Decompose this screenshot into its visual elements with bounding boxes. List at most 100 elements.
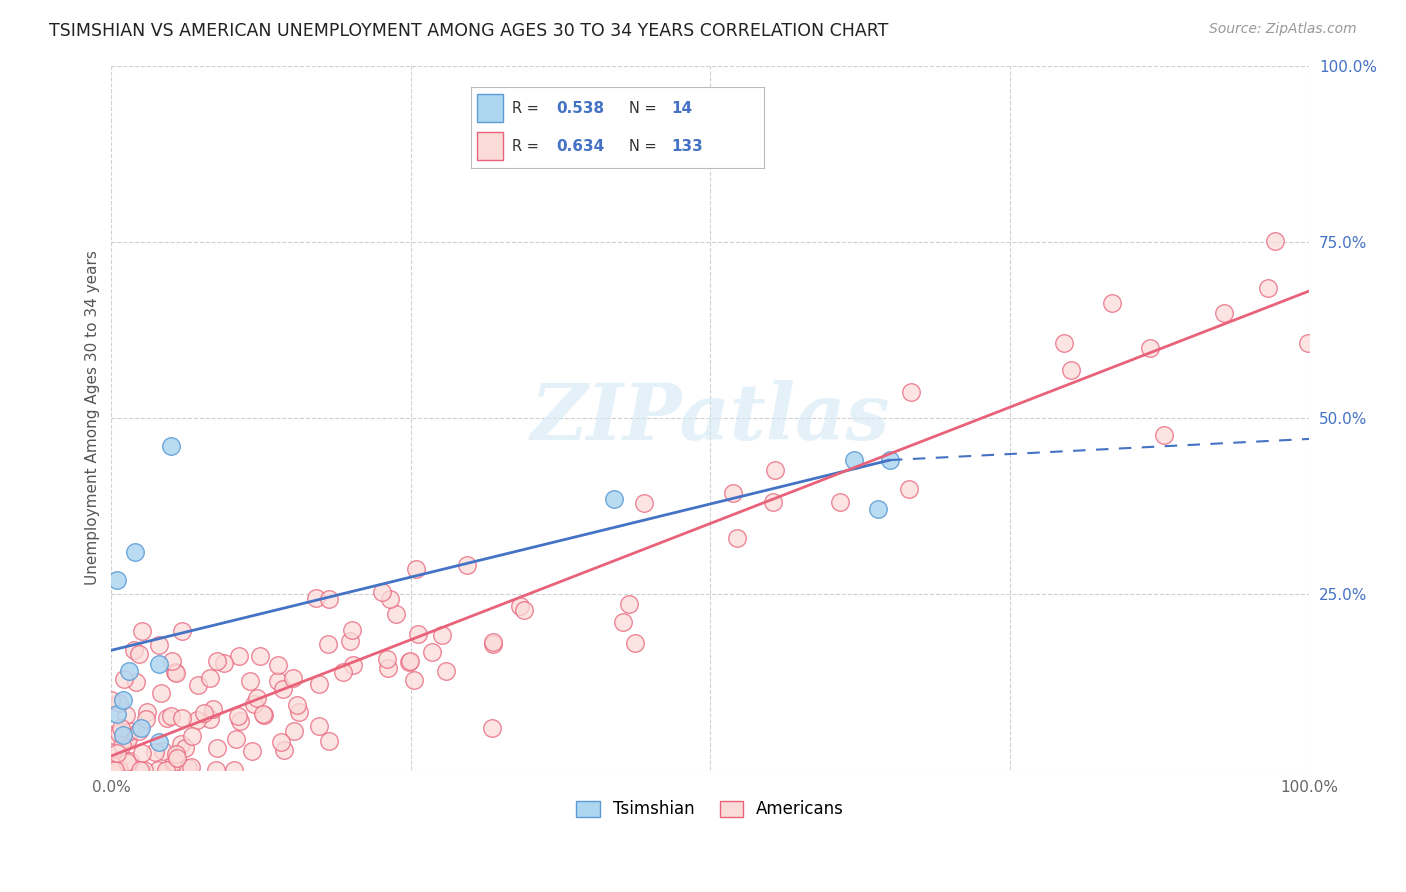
Point: [148, 735, 170, 749]
Text: ZIPatlas: ZIPatlas: [530, 380, 890, 456]
Point: [131, 624, 153, 638]
Point: [229, 714, 252, 728]
Point: [155, 763, 177, 777]
Point: [603, 491, 626, 506]
Y-axis label: Unemployment Among Ages 30 to 34 years: Unemployment Among Ages 30 to 34 years: [86, 251, 100, 585]
Point: [205, 741, 228, 756]
Point: [273, 743, 295, 757]
Point: [156, 763, 179, 777]
Point: [131, 721, 153, 735]
Point: [193, 706, 215, 720]
Point: [406, 627, 429, 641]
Point: [481, 721, 503, 735]
Point: [103, 759, 125, 773]
Point: [612, 615, 634, 629]
Point: [104, 763, 127, 777]
Point: [118, 665, 141, 679]
Point: [186, 713, 208, 727]
Point: [148, 763, 170, 777]
Point: [482, 635, 505, 649]
Point: [619, 597, 641, 611]
Point: [112, 673, 135, 687]
Point: [482, 636, 505, 650]
Point: [160, 709, 183, 723]
Point: [112, 692, 135, 706]
Point: [240, 743, 263, 757]
Point: [135, 705, 157, 719]
Point: [340, 624, 363, 638]
Point: [285, 698, 308, 713]
Point: [266, 674, 288, 689]
Point: [332, 665, 354, 680]
Point: [281, 672, 304, 686]
Point: [342, 658, 364, 673]
Point: [187, 678, 209, 692]
Point: [866, 502, 889, 516]
Point: [398, 654, 420, 668]
Point: [252, 707, 274, 722]
Point: [633, 496, 655, 510]
Point: [1139, 341, 1161, 355]
Point: [398, 655, 420, 669]
Point: [456, 558, 478, 573]
Point: [900, 384, 922, 399]
Point: [305, 591, 328, 605]
Point: [226, 708, 249, 723]
Point: [212, 656, 235, 670]
Point: [249, 649, 271, 664]
Point: [135, 712, 157, 726]
Point: [160, 439, 183, 453]
Point: [108, 696, 131, 710]
Point: [239, 674, 262, 689]
Point: [163, 756, 186, 770]
Point: [371, 585, 394, 599]
Point: [1212, 305, 1234, 319]
Point: [163, 665, 186, 679]
Point: [288, 705, 311, 719]
Point: [150, 686, 173, 700]
Point: [222, 763, 245, 777]
Point: [509, 599, 531, 614]
Point: [765, 462, 787, 476]
Point: [112, 728, 135, 742]
Point: [1153, 427, 1175, 442]
Point: [108, 763, 131, 777]
Point: [201, 702, 224, 716]
Point: [160, 654, 183, 668]
Point: [180, 760, 202, 774]
Point: [128, 647, 150, 661]
Point: [430, 627, 453, 641]
Point: [375, 652, 398, 666]
Point: [623, 636, 645, 650]
Point: [122, 643, 145, 657]
Point: [308, 719, 330, 733]
Point: [207, 654, 229, 668]
Point: [1101, 296, 1123, 310]
Point: [243, 697, 266, 711]
Point: [252, 708, 274, 723]
Point: [166, 751, 188, 765]
Point: [898, 482, 921, 496]
Point: [107, 746, 129, 760]
Point: [115, 707, 138, 722]
Point: [170, 737, 193, 751]
Point: [377, 661, 399, 675]
Point: [143, 745, 166, 759]
Point: [108, 725, 131, 739]
Point: [173, 740, 195, 755]
Point: [165, 666, 187, 681]
Point: [271, 682, 294, 697]
Point: [148, 638, 170, 652]
Point: [316, 637, 339, 651]
Point: [725, 531, 748, 545]
Point: [283, 724, 305, 739]
Point: [177, 761, 200, 775]
Point: [152, 744, 174, 758]
Point: [318, 734, 340, 748]
Point: [107, 756, 129, 771]
Point: [148, 657, 170, 672]
Point: [270, 735, 292, 749]
Point: [842, 453, 865, 467]
Point: [128, 724, 150, 739]
Point: [434, 665, 457, 679]
